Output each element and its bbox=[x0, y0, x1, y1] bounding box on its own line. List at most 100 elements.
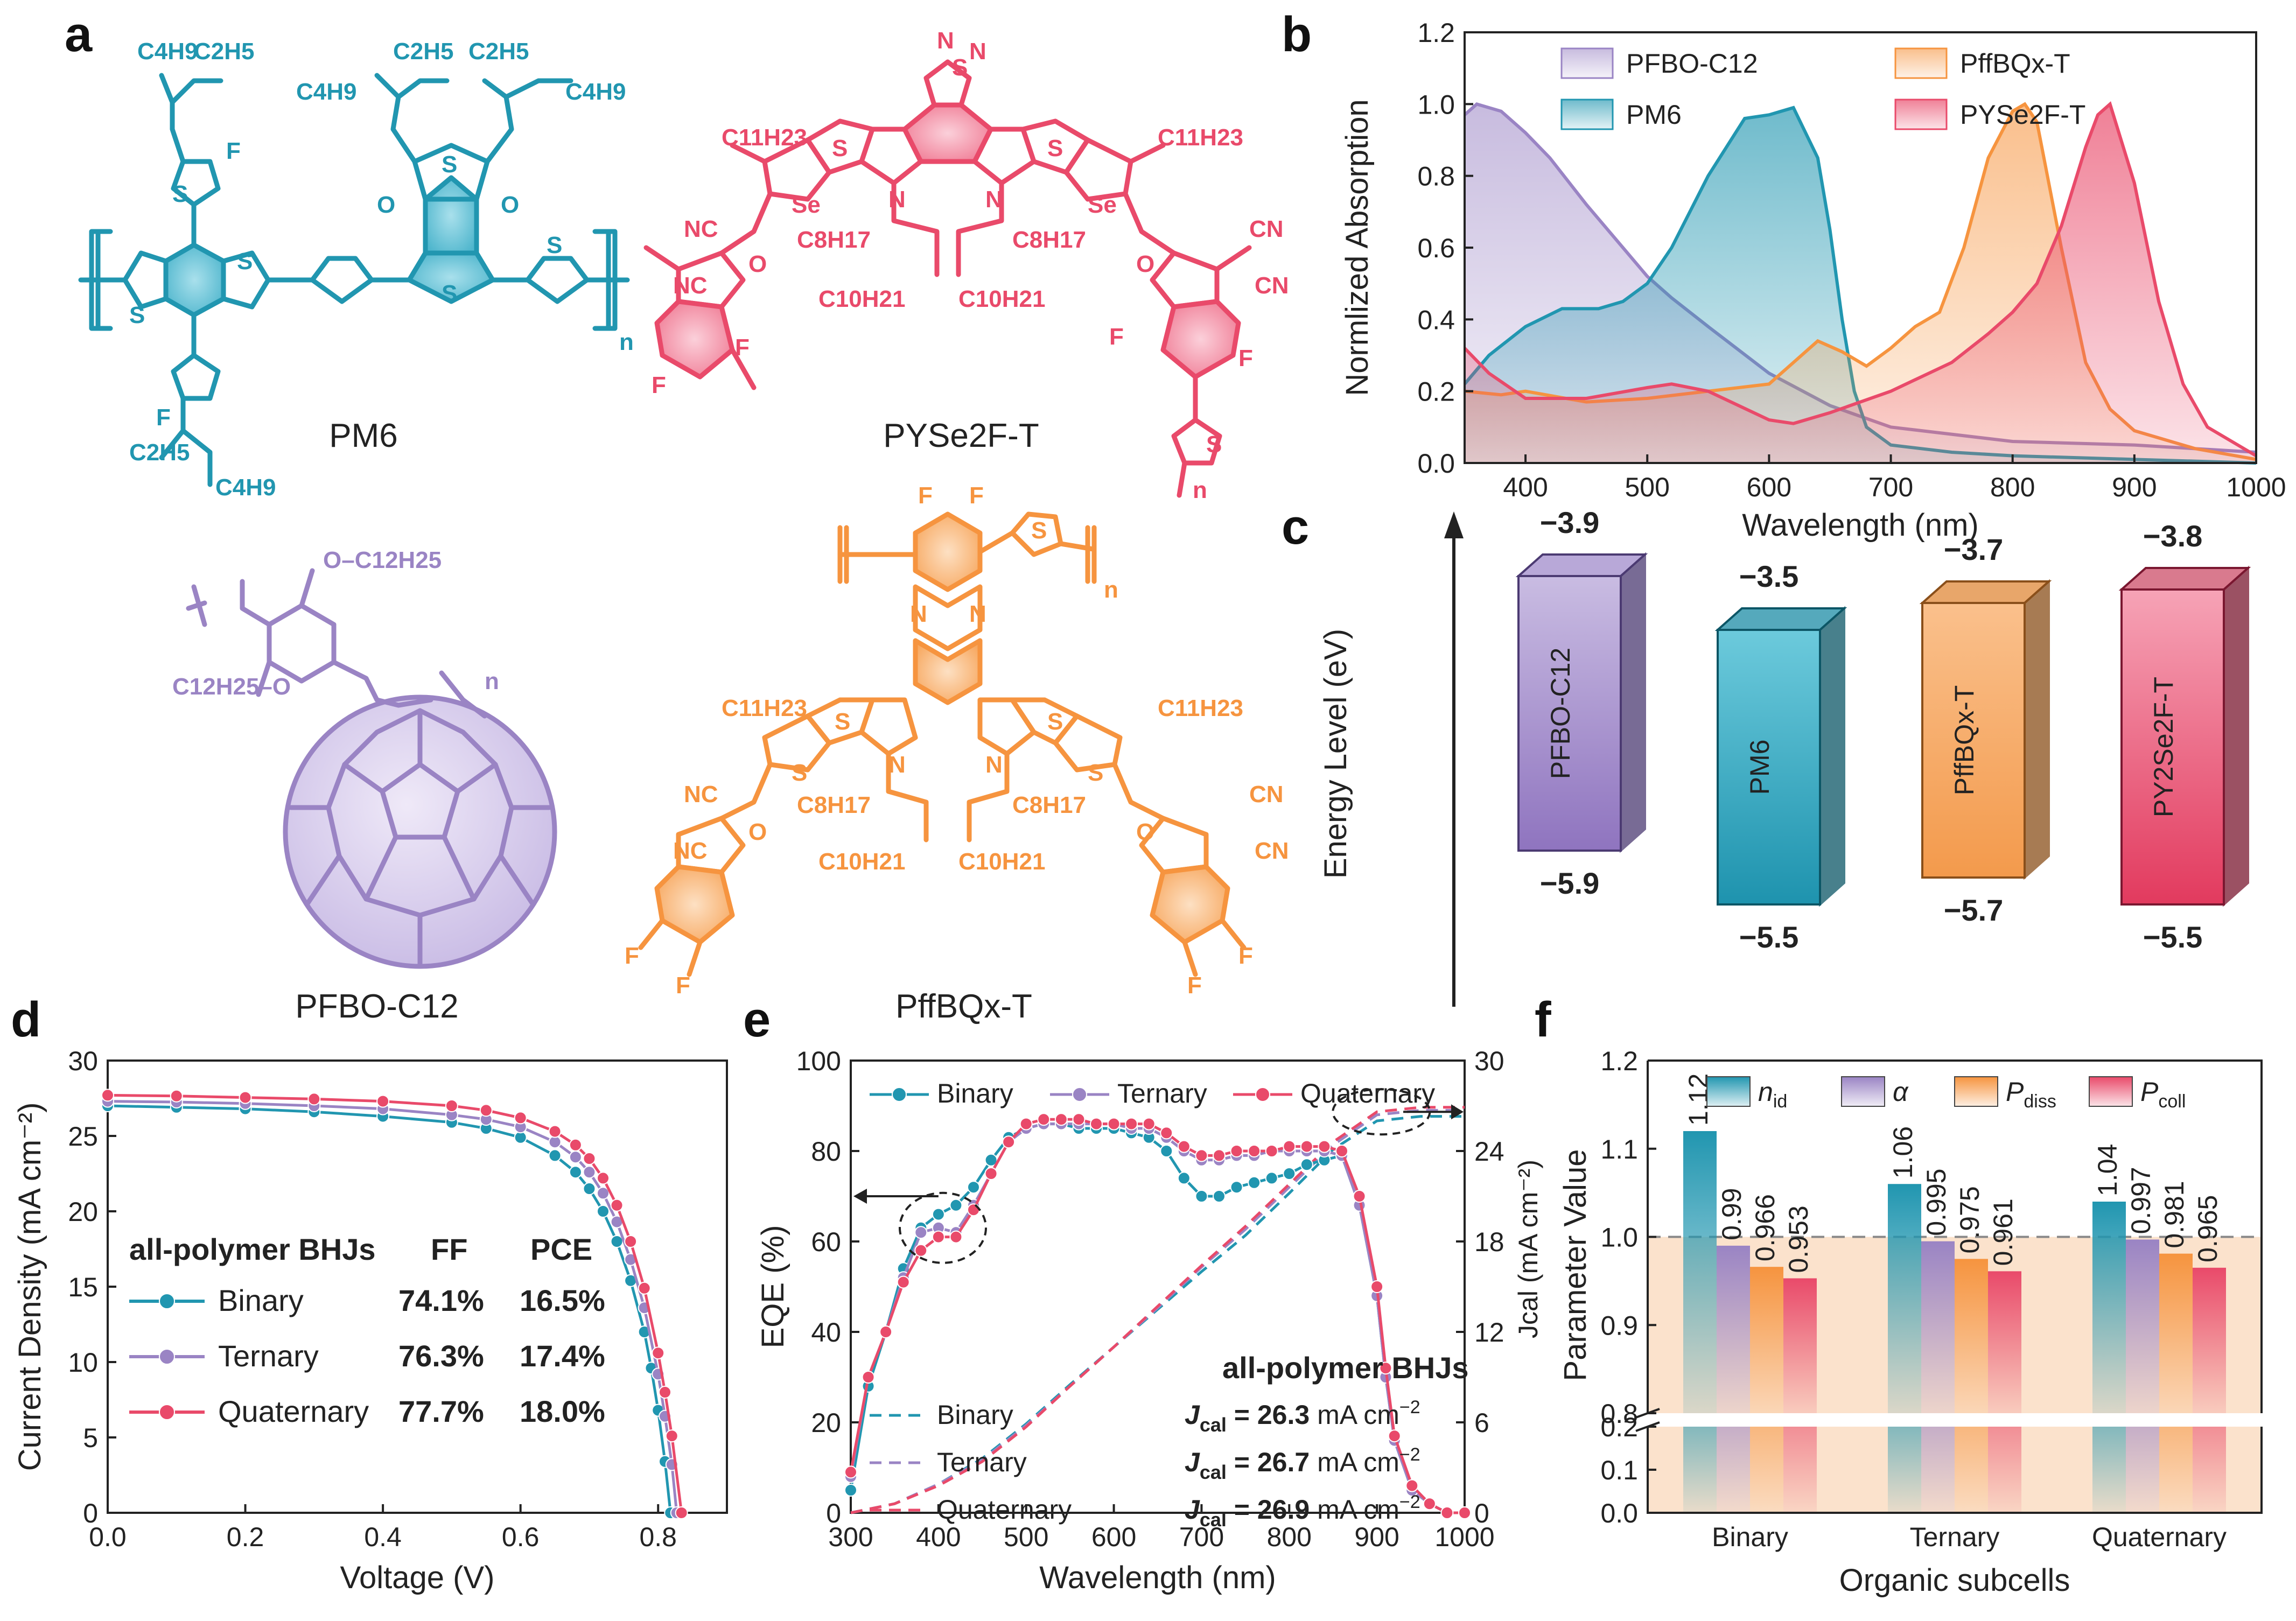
eqe-point-Quaternary bbox=[1213, 1149, 1226, 1162]
pyse-sub: C8H17 bbox=[797, 227, 871, 253]
eqe-point-Binary bbox=[844, 1484, 857, 1497]
pyse-sub: F bbox=[735, 334, 750, 361]
pyse-sub: O bbox=[748, 251, 767, 277]
y2-tick-label: 24 bbox=[1474, 1136, 1504, 1167]
panel-e-label: e bbox=[743, 992, 771, 1047]
pffbqx-name: PffBQx-T bbox=[895, 988, 1032, 1025]
table-title: all-polymer BHJs bbox=[129, 1232, 376, 1266]
eqe-point-Quaternary bbox=[1054, 1113, 1068, 1126]
jv-point-Quaternary bbox=[170, 1089, 183, 1103]
pffbqx-structure bbox=[638, 511, 1247, 977]
pm6-sub: O bbox=[377, 192, 395, 218]
pffbqx-sub: N bbox=[985, 752, 1003, 778]
pffbqx-sub: CN bbox=[1249, 781, 1284, 808]
eqe-point-Quaternary bbox=[984, 1167, 998, 1180]
bar-P_diss-Ternary bbox=[1955, 1259, 1988, 1413]
jv-point-Binary bbox=[569, 1166, 582, 1179]
y2-tick-label: 6 bbox=[1474, 1408, 1489, 1438]
pffbqx-sub: S bbox=[1088, 760, 1103, 786]
jv-point-Quaternary bbox=[548, 1125, 562, 1138]
eqe-point-Quaternary bbox=[967, 1203, 980, 1217]
eqe-point-Binary bbox=[967, 1181, 980, 1194]
pyse-sub: Se bbox=[792, 192, 821, 218]
box-side-PFBO-C12 bbox=[1620, 552, 1646, 853]
eqe-point-Quaternary bbox=[1379, 1362, 1392, 1375]
y-tick-label: 0.1 bbox=[1600, 1455, 1638, 1485]
y-tick-label: 100 bbox=[796, 1046, 841, 1076]
absorption-area-PYSe2F-T bbox=[1465, 104, 2256, 464]
pffbqx-sub: F bbox=[1238, 943, 1253, 969]
x-tick-label: 600 bbox=[1091, 1522, 1136, 1552]
bar-value-label: 1.04 bbox=[2092, 1144, 2123, 1196]
x-tick-label: 900 bbox=[2112, 472, 2157, 502]
pyse-sub: N bbox=[969, 38, 986, 65]
y2-tick-label: 18 bbox=[1474, 1227, 1504, 1257]
legend-swatch-α bbox=[1841, 1076, 1885, 1107]
jv-point-Binary bbox=[597, 1205, 610, 1218]
panel-d-label: d bbox=[11, 992, 41, 1047]
jv-point-Quaternary bbox=[659, 1386, 671, 1399]
jv-point-Quaternary bbox=[239, 1091, 252, 1104]
legend-label-PYSe2F-T: PYSe2F-T bbox=[1960, 100, 2085, 130]
pm6-sub: C4H9 bbox=[296, 79, 357, 105]
pffbqx-sub: NC bbox=[684, 781, 718, 808]
panel-b-plot: 400 500 600 700 800 900 1000 0.0 0.2 0.4 0.6 0.8 1.0… bbox=[1340, 18, 2286, 543]
bar-P_coll-Ternary bbox=[1988, 1271, 2021, 1413]
bar-lower-α-Quaternary bbox=[2126, 1427, 2159, 1513]
jv-point-Quaternary bbox=[514, 1111, 527, 1125]
legend-label-PFBO-C12: PFBO-C12 bbox=[1626, 48, 1758, 79]
bar-value-label: 0.99 bbox=[1717, 1188, 1747, 1240]
pffbqx-sub: F bbox=[1187, 972, 1202, 999]
table-header-ff: FF bbox=[431, 1232, 467, 1266]
panel-c-energy-levels: c Energy Level (eV) PFBO-C12 −3.9 −5.9 PM6 −3… bbox=[1282, 500, 2251, 1007]
bar-lower-P_diss-Ternary bbox=[1955, 1427, 1988, 1513]
eqe-point-Quaternary bbox=[1283, 1140, 1296, 1153]
legend-label-PffBQx-T: PffBQx-T bbox=[1960, 48, 2070, 79]
pm6-sub: S bbox=[129, 302, 145, 328]
bar-P_coll-Quaternary bbox=[2193, 1267, 2226, 1413]
eqe-point-Quaternary bbox=[1195, 1149, 1208, 1162]
lumo-value: −3.8 bbox=[2143, 519, 2203, 553]
bar-lower-P_diss-Binary bbox=[1750, 1427, 1783, 1513]
y-tick-label: 0.2 bbox=[1600, 1412, 1638, 1442]
jv-point-Quaternary bbox=[445, 1099, 458, 1112]
y-tick-label: 0.8 bbox=[1417, 162, 1455, 192]
panel-c-plot: Energy Level (eV) PFBO-C12 −3.9 −5.9 PM6 −3.5… bbox=[1318, 506, 2251, 1007]
jcal-value-Ternary: Jcal = 26.7 mA cm−2 bbox=[1185, 1444, 1420, 1483]
jcal-value-Binary: Jcal = 26.3 mA cm−2 bbox=[1185, 1397, 1420, 1436]
y-tick-label: 1.2 bbox=[1417, 18, 1455, 48]
bar-lower-α-Ternary bbox=[1921, 1427, 1955, 1513]
pyse-sub: CN bbox=[1249, 216, 1284, 242]
eqe-point-Binary bbox=[984, 1153, 998, 1167]
pce-value-Quaternary: 18.0% bbox=[520, 1394, 605, 1428]
pffbqx-sub: S bbox=[1047, 708, 1063, 735]
legend-label-Ternary: Ternary bbox=[1117, 1078, 1207, 1108]
eqe-point-Quaternary bbox=[1125, 1117, 1138, 1131]
eqe-point-Quaternary bbox=[1440, 1506, 1454, 1519]
bar-n_id-Quaternary bbox=[2092, 1202, 2126, 1413]
box-side-PM6 bbox=[1819, 606, 1845, 907]
pffbqx-sub: N bbox=[969, 601, 986, 627]
eqe-point-Binary bbox=[1160, 1145, 1173, 1157]
eqe-point-Quaternary bbox=[897, 1275, 910, 1289]
panel-f-label: f bbox=[1535, 992, 1551, 1047]
pffbqx-sub: C11H23 bbox=[1158, 695, 1243, 721]
bar-P_diss-Quaternary bbox=[2159, 1253, 2193, 1413]
pyse-sub: C10H21 bbox=[958, 286, 1045, 312]
annotation-title: all-polymer BHJs bbox=[1222, 1351, 1469, 1385]
jv-point-Quaternary bbox=[638, 1281, 651, 1295]
jv-point-Ternary bbox=[569, 1150, 582, 1164]
pm6-sub: S bbox=[237, 248, 253, 275]
jv-point-Quaternary bbox=[583, 1152, 596, 1165]
y-tick-label: 1.2 bbox=[1600, 1046, 1638, 1076]
energy-axis-label: Energy Level (eV) bbox=[1318, 629, 1353, 879]
eqe-point-Quaternary bbox=[1107, 1117, 1121, 1131]
x-tick-label: 800 bbox=[1990, 472, 2035, 502]
homo-value: −5.9 bbox=[1540, 866, 1600, 900]
y2-tick-label: 30 bbox=[1474, 1046, 1504, 1076]
bar-value-label: 0.953 bbox=[1783, 1205, 1814, 1273]
jv-point-Quaternary bbox=[479, 1104, 493, 1117]
x-tick-label: 400 bbox=[916, 1522, 961, 1552]
pffbqx-sub: F bbox=[625, 943, 639, 969]
